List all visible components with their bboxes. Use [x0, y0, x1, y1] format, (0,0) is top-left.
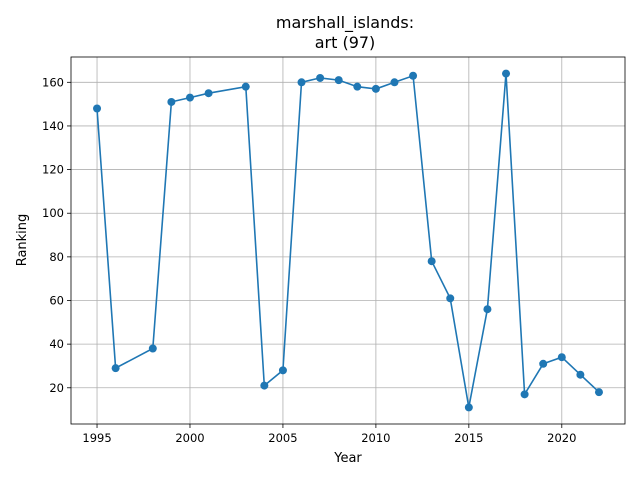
- data-point: [167, 97, 176, 106]
- data-point: [539, 359, 548, 368]
- data-point: [260, 381, 269, 390]
- chart-title-line-2: art (97): [315, 33, 376, 52]
- data-point: [594, 388, 603, 397]
- x-axis-ticks: 1995 2000 2005 2010 2015 2020: [82, 424, 576, 445]
- data-point: [93, 104, 102, 113]
- y-tick-label: 40: [49, 337, 64, 351]
- plot-frame: [70, 56, 626, 425]
- data-point: [427, 257, 436, 266]
- data-point: [390, 78, 399, 87]
- data-point: [371, 84, 380, 93]
- y-tick-label: 160: [42, 75, 64, 89]
- data-point: [520, 390, 529, 399]
- y-tick-label: 60: [49, 294, 64, 308]
- chart-title-line-1: marshall_islands:: [276, 13, 414, 33]
- data-point: [409, 71, 418, 80]
- data-point: [576, 370, 585, 379]
- data-point: [446, 294, 455, 303]
- data-point: [557, 353, 566, 362]
- y-tick-label: 120: [42, 163, 64, 177]
- x-tick-label: 2020: [547, 431, 576, 445]
- data-point: [111, 364, 120, 373]
- data-point: [316, 73, 325, 82]
- x-tick-label: 1995: [82, 431, 111, 445]
- y-tick-label: 100: [42, 206, 64, 220]
- y-tick-label: 80: [49, 250, 64, 264]
- x-tick-label: 2015: [454, 431, 483, 445]
- x-axis-label: Year: [333, 451, 362, 466]
- x-tick-label: 2005: [268, 431, 297, 445]
- y-tick-label: 140: [42, 119, 64, 133]
- data-point: [502, 69, 511, 78]
- y-axis-ticks: 20 40 60 80 100 120 140 160: [42, 75, 71, 395]
- data-point: [483, 305, 492, 314]
- x-tick-label: 2010: [361, 431, 390, 445]
- data-point: [148, 344, 157, 353]
- data-point: [185, 93, 194, 102]
- y-tick-label: 20: [49, 381, 64, 395]
- data-point: [464, 403, 473, 412]
- data-point: [353, 82, 362, 91]
- data-point: [278, 366, 287, 375]
- series-layer: [93, 69, 603, 412]
- data-point: [334, 76, 343, 85]
- data-point: [241, 82, 250, 91]
- y-axis-label: Ranking: [15, 214, 30, 267]
- data-point: [297, 78, 306, 87]
- data-point: [204, 89, 213, 98]
- x-tick-label: 2000: [175, 431, 204, 445]
